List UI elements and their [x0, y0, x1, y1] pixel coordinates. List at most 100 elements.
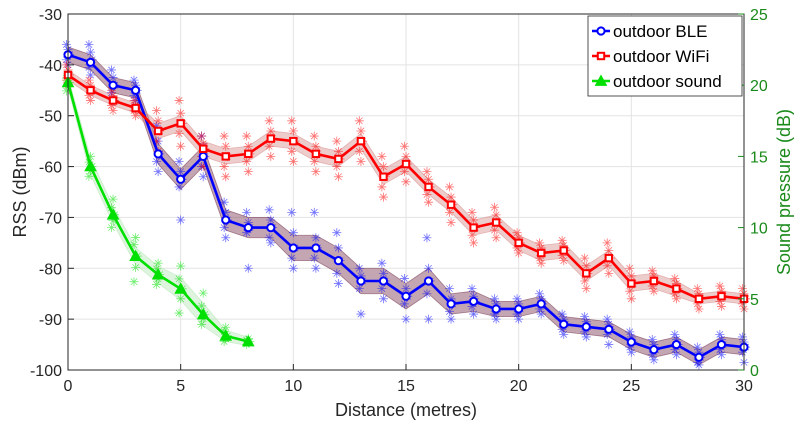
data-point	[153, 149, 163, 159]
sample-asterisk	[422, 289, 432, 299]
sample-asterisk	[671, 294, 681, 304]
sample-asterisk	[514, 248, 524, 258]
y-tick-label: -50	[39, 109, 62, 126]
x-tick-label: 15	[397, 378, 415, 395]
x-tick-label: 10	[284, 378, 302, 395]
sample-asterisk	[490, 202, 500, 212]
sample-asterisk	[514, 314, 524, 324]
data-point	[604, 324, 614, 334]
data-point	[626, 337, 636, 347]
sample-asterisk	[288, 156, 298, 166]
x-tick-label: 0	[64, 378, 73, 395]
sample-asterisk	[422, 167, 432, 177]
sample-asterisk	[86, 80, 96, 90]
sample-asterisk	[84, 90, 94, 100]
sample-asterisk	[266, 151, 276, 161]
sample-asterisk	[311, 263, 321, 273]
sample-asterisk	[491, 210, 501, 220]
sample-asterisk	[536, 309, 546, 319]
data-point	[536, 299, 546, 309]
data-point	[311, 149, 321, 159]
sample-asterisk	[219, 327, 229, 337]
sample-asterisk	[378, 294, 388, 304]
sample-asterisk	[131, 111, 141, 121]
sample-asterisk	[737, 332, 747, 342]
data-point	[424, 182, 433, 192]
sample-asterisk	[422, 233, 432, 243]
sample-asterisk	[401, 314, 411, 324]
sample-asterisk	[469, 309, 479, 319]
y-tick-label: -40	[39, 58, 62, 75]
sample-asterisk	[129, 240, 139, 250]
y-axis-ticks: -100 -90 -80 -70 -60 -50 -40 -30	[30, 7, 74, 380]
data-point	[334, 154, 343, 164]
sample-asterisk	[197, 319, 207, 329]
sample-asterisk	[491, 299, 501, 309]
sample-asterisk	[84, 40, 94, 50]
sample-asterisk	[198, 139, 208, 149]
sample-asterisk	[152, 106, 162, 116]
sample-asterisk	[444, 182, 454, 192]
sample-asterisk	[106, 101, 116, 111]
sample-asterisk	[581, 261, 591, 271]
data-point	[537, 248, 546, 258]
sample-asterisk	[604, 319, 614, 329]
sample-asterisk	[399, 299, 409, 309]
data-point	[379, 172, 388, 181]
sample-asterisk	[152, 121, 162, 131]
data-point	[559, 246, 568, 255]
sample-asterisk	[129, 277, 139, 287]
sample-asterisk	[694, 360, 704, 370]
y2-tick-label: 0	[750, 363, 759, 380]
sample-asterisk	[444, 284, 454, 294]
sample-asterisk	[424, 263, 434, 273]
legend-box	[587, 15, 743, 97]
sample-asterisk	[152, 280, 162, 290]
sample-asterisk	[626, 332, 636, 342]
sample-asterisk	[692, 342, 702, 352]
data-point	[694, 352, 704, 362]
data-point	[129, 249, 142, 261]
data-point	[356, 136, 366, 146]
data-point	[401, 291, 411, 301]
sample-asterisk	[715, 281, 725, 291]
data-point	[311, 243, 321, 253]
sample-asterisk	[401, 151, 411, 161]
data-point	[219, 329, 233, 341]
data-point	[153, 126, 163, 136]
sample-asterisk	[401, 284, 411, 294]
sample-asterisk	[106, 85, 116, 95]
legend-marker	[594, 74, 608, 86]
sample-asterisk	[309, 207, 319, 217]
sample-asterisk	[266, 238, 276, 248]
legend-label: outdoor WiFi	[613, 47, 709, 66]
sample-asterisk	[670, 329, 680, 339]
data-point	[582, 269, 591, 278]
sample-asterisk	[737, 284, 747, 294]
sample-asterisk	[602, 329, 612, 339]
sample-asterisk	[129, 75, 139, 85]
sample-asterisk	[625, 342, 635, 352]
sample-asterisk	[647, 281, 657, 291]
data-point	[672, 284, 681, 293]
sample-asterisk	[152, 156, 162, 166]
sample-asterisk	[354, 116, 364, 126]
sample-asterisk	[356, 309, 366, 319]
sample-asterisk	[649, 340, 659, 350]
legend-label: outdoor sound	[613, 72, 722, 91]
sample-asterisk	[221, 207, 231, 217]
sample-asterisk	[377, 258, 387, 268]
sample-asterisk	[332, 136, 342, 146]
sample-asterisk	[264, 116, 274, 126]
sample-asterisk	[61, 40, 71, 50]
sample-asterisk	[198, 162, 208, 172]
data-point	[356, 276, 366, 286]
sample-asterisk	[559, 314, 569, 324]
sample-asterisk	[647, 334, 657, 344]
sample-asterisk	[692, 299, 702, 309]
sample-asterisk	[514, 299, 524, 309]
sample-asterisk	[649, 286, 659, 296]
sample-asterisk	[716, 301, 726, 311]
sample-asterisk	[106, 203, 116, 213]
